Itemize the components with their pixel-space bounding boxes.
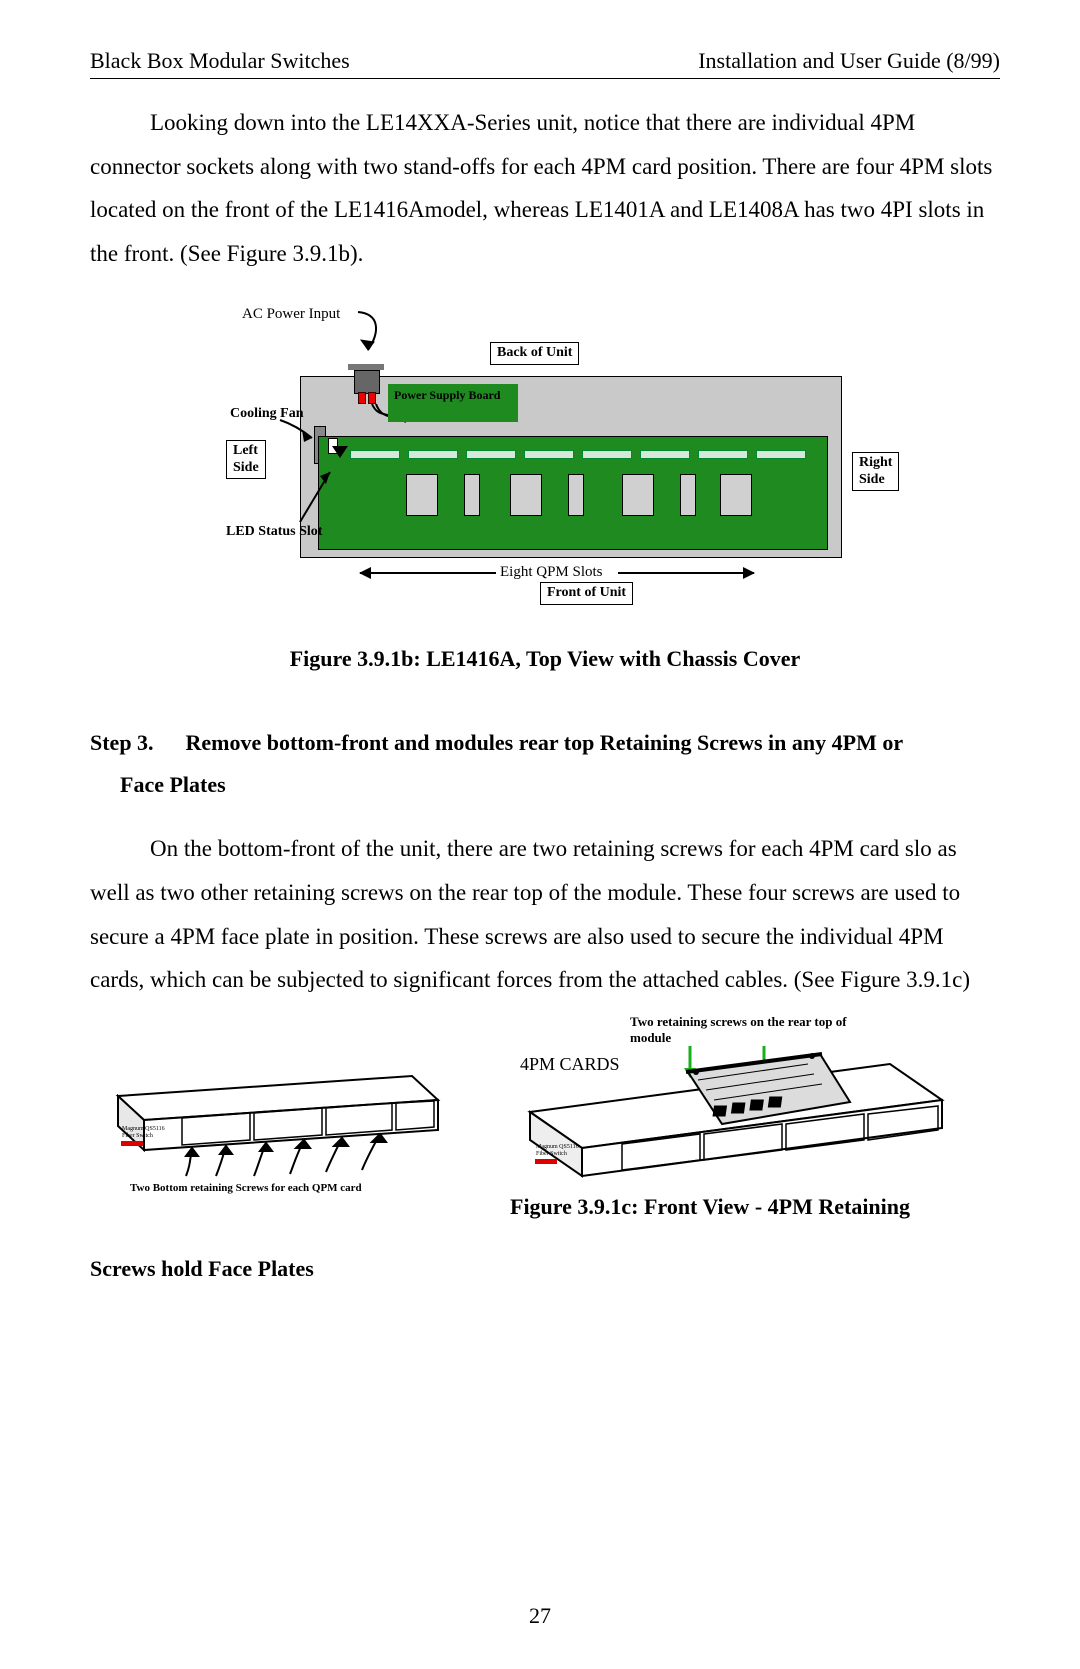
figure-3-9-1b: AC Power Input Back of Unit Power Supply…: [170, 306, 930, 626]
qpm-slot-2: [408, 450, 458, 459]
label-led-status: LED Status Slot: [226, 524, 322, 540]
figure-3-9-1c-caption-right: Figure 3.9.1c: Front View - 4PM Retainin…: [510, 1194, 910, 1220]
page: Black Box Modular Switches Installation …: [0, 0, 1080, 1669]
ac-jack: [348, 348, 384, 382]
arrow-in-board: [328, 442, 352, 462]
chip-3: [510, 474, 542, 516]
step-3-paragraph: On the bottom-front of the unit, there a…: [90, 827, 1000, 1002]
qpm-slot-1: [350, 450, 400, 459]
figure-3-9-1c: Two retaining screws on the rear top of …: [90, 1018, 990, 1228]
step-3-title-line1: Remove bottom-front and modules rear top…: [186, 730, 904, 755]
label-front-of-unit: Front of Unit: [540, 582, 633, 605]
label-psu: Power Supply Board: [394, 388, 500, 403]
right-unit-label-l2: Fiber Switch: [536, 1151, 567, 1157]
label-left-side: Left Side: [226, 440, 266, 480]
qpm-slot-7: [698, 450, 748, 459]
page-number: 27: [0, 1603, 1080, 1629]
qpm-slot-5: [582, 450, 632, 459]
running-header: Black Box Modular Switches Installation …: [90, 48, 1000, 74]
step-3-title-line2: Face Plates: [120, 764, 226, 806]
chip-6: [680, 474, 696, 516]
right-unit-svg: [490, 1024, 970, 1184]
left-unit-label-l1: Magnum QS5116: [122, 1126, 165, 1132]
arrow-qpm-right: [618, 572, 754, 574]
right-unit-redstrip: [535, 1159, 557, 1164]
left-unit: Magnum QS5116 Fiber Switch Two Bottom re…: [90, 1068, 450, 1228]
figure-3-9-1c-caption-left: Screws hold Face Plates: [90, 1256, 1000, 1282]
chip-5: [622, 474, 654, 516]
chip-1: [406, 474, 438, 516]
qpm-slot-4: [524, 450, 574, 459]
header-rule: [90, 78, 1000, 79]
chip-4: [568, 474, 584, 516]
label-right-side: Right Side: [852, 452, 899, 492]
qpm-slot-3: [466, 450, 516, 459]
step-3-heading: Step 3. Remove bottom-front and modules …: [90, 722, 1000, 806]
step-3-label: Step 3.: [90, 722, 180, 764]
left-unit-label-l2: Fiber Switch: [122, 1133, 153, 1139]
chip-2: [464, 474, 480, 516]
label-ac-power: AC Power Input: [242, 306, 340, 323]
label-qpm-slots: Eight QPM Slots: [500, 564, 603, 581]
arrow-qpm-left: [360, 572, 496, 574]
left-unit-redstrip: [121, 1141, 143, 1146]
qpm-slot-6: [640, 450, 690, 459]
arrow-led-status: [290, 466, 340, 526]
chip-7: [720, 474, 752, 516]
label-bottom-screws: Two Bottom retaining Screws for each QPM…: [130, 1182, 450, 1195]
header-left: Black Box Modular Switches: [90, 48, 350, 74]
qpm-slot-8: [756, 450, 806, 459]
right-unit-label-l1: Magnum QS5116: [536, 1144, 579, 1150]
intro-paragraph: Looking down into the LE14XXA-Series uni…: [90, 101, 1000, 276]
right-unit: Magnum QS5116 Fiber Switch: [490, 1024, 970, 1214]
header-right: Installation and User Guide (8/99): [698, 48, 1000, 74]
label-back-of-unit: Back of Unit: [490, 342, 579, 365]
figure-3-9-1b-caption: Figure 3.9.1b: LE1416A, Top View with Ch…: [90, 646, 1000, 672]
